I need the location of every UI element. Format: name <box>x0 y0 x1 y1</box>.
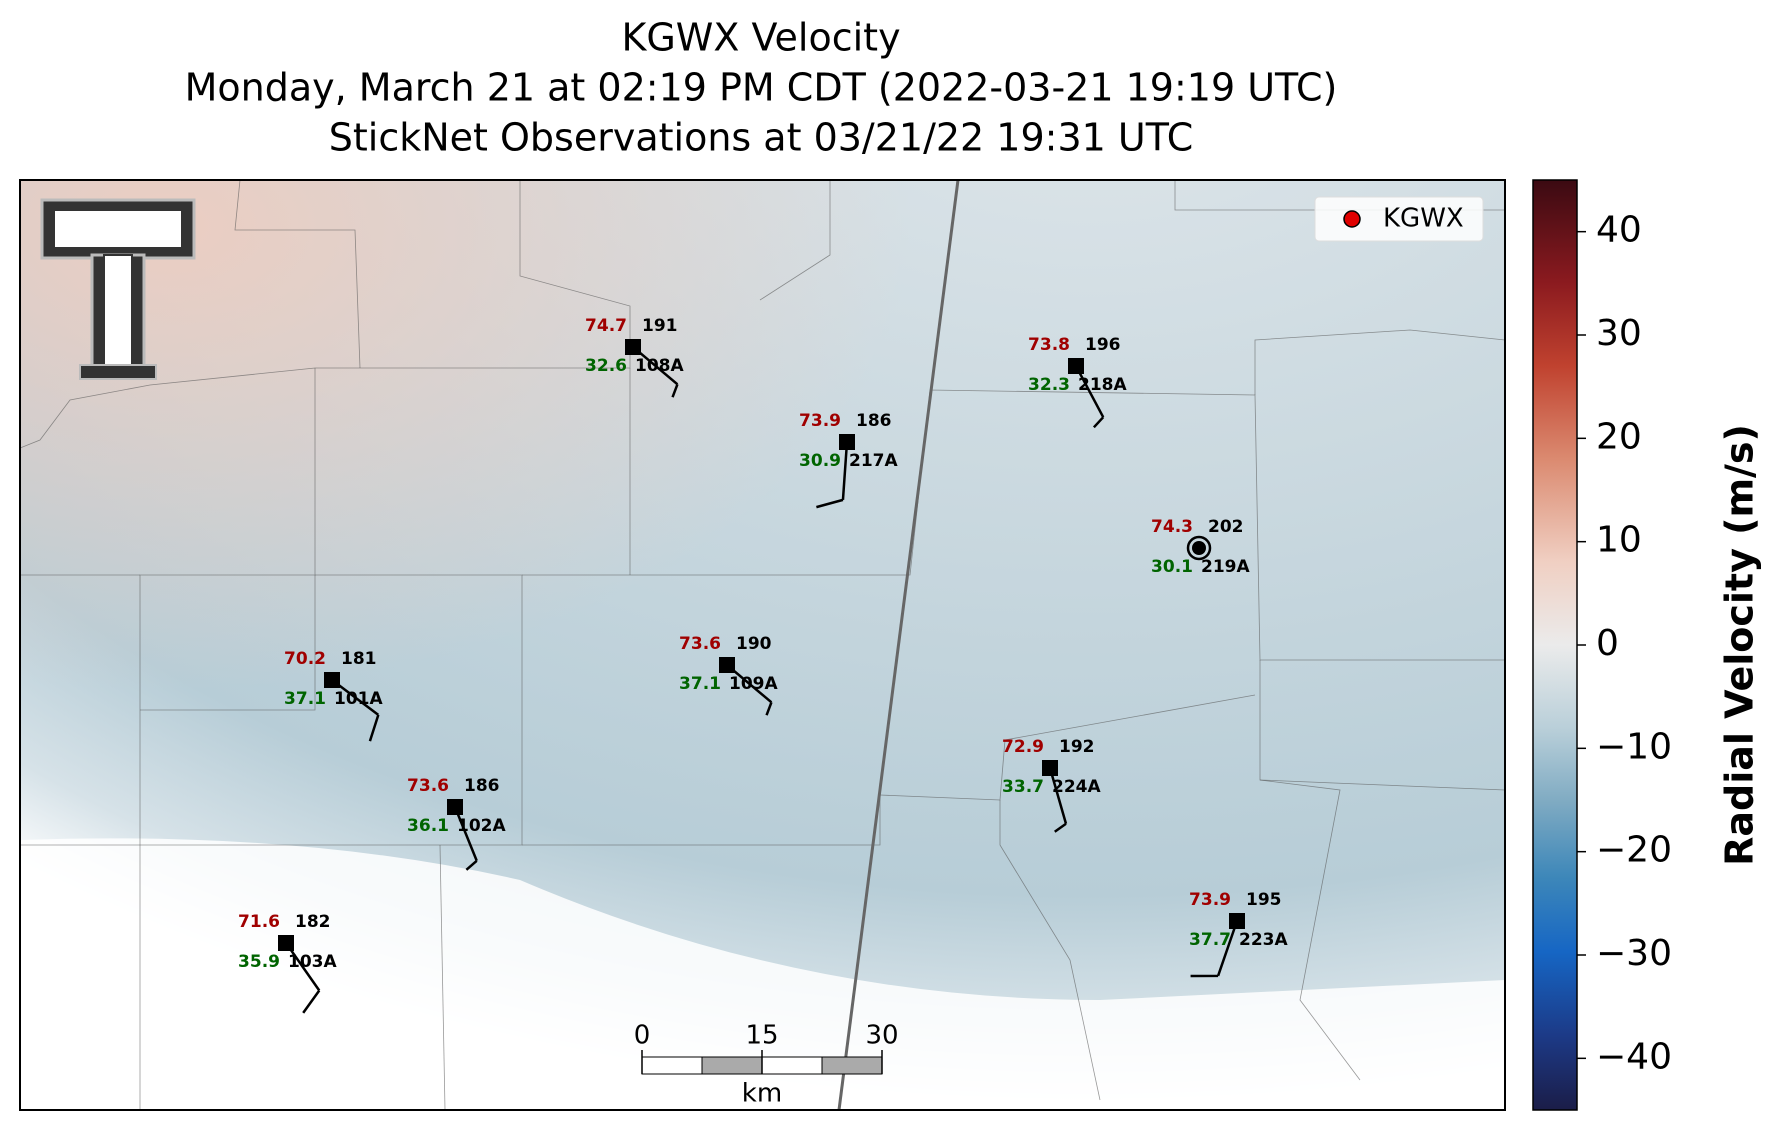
scale-segment <box>821 1056 883 1075</box>
temperature: 73.9 <box>799 411 841 431</box>
colorbar-tick-label: 30 <box>1596 313 1642 354</box>
colorbar-tick-label: −40 <box>1596 1036 1672 1077</box>
station: 73.6 190 37.1 109A <box>679 634 778 716</box>
station-marker <box>625 339 641 355</box>
station: 70.2 181 37.1 101A <box>284 649 383 742</box>
station: 71.6 182 35.9 103A <box>238 912 337 1014</box>
legend-marker <box>1343 210 1361 228</box>
dewpoint: 36.1 <box>407 816 449 836</box>
station-id: 224A <box>1052 777 1101 797</box>
station-marker <box>839 434 855 450</box>
station-marker <box>1229 913 1245 929</box>
temperature: 71.6 <box>238 912 280 932</box>
legend-label: KGWX <box>1383 204 1464 234</box>
county-lines <box>20 180 1505 1110</box>
colorbar <box>1532 179 1578 1111</box>
station-marker <box>1192 541 1206 555</box>
pressure: 182 <box>295 912 331 932</box>
no-data-area <box>20 838 1505 1110</box>
pressure: 181 <box>341 649 377 669</box>
colorbar-label: Radial Velocity (m/s) <box>1718 424 1762 866</box>
pressure: 192 <box>1059 737 1095 757</box>
station-id: 217A <box>849 451 898 471</box>
pressure: 196 <box>1085 335 1121 355</box>
dewpoint: 35.9 <box>238 952 280 972</box>
station-id: 223A <box>1239 930 1288 950</box>
scale-tick-label: 15 <box>745 1021 778 1051</box>
temperature: 72.9 <box>1002 737 1044 757</box>
dewpoint: 32.6 <box>585 356 627 376</box>
scale-segment <box>761 1056 823 1075</box>
colorbar-tick-label: 40 <box>1596 210 1642 251</box>
dewpoint: 37.7 <box>1189 930 1231 950</box>
colorbar-tick-label: −20 <box>1596 830 1672 871</box>
station: 73.9 195 37.7 223A <box>1189 890 1288 978</box>
station-marker <box>1068 358 1084 374</box>
colorbar-tick-label: −10 <box>1596 726 1672 767</box>
temperature: 74.3 <box>1151 517 1193 537</box>
calm-wind <box>1186 535 1212 561</box>
station: 73.9 186 30.9 217A <box>799 411 898 509</box>
station-marker <box>719 657 735 673</box>
dewpoint: 37.1 <box>284 689 326 709</box>
dewpoint: 32.3 <box>1028 375 1070 395</box>
pressure: 186 <box>856 411 892 431</box>
station-id: 102A <box>457 816 506 836</box>
station-id: 108A <box>635 356 684 376</box>
dewpoint: 30.9 <box>799 451 841 471</box>
dewpoint: 30.1 <box>1151 557 1193 577</box>
station-marker <box>1042 760 1058 776</box>
scale-unit: km <box>742 1079 782 1109</box>
radar-map <box>20 180 1505 1110</box>
station-id: 219A <box>1201 557 1250 577</box>
station-id: 109A <box>729 674 778 694</box>
station: 74.3 202 30.1 219A <box>1151 517 1250 577</box>
legend: KGWX <box>1314 196 1484 242</box>
range-line <box>837 180 960 1110</box>
dewpoint: 37.1 <box>679 674 721 694</box>
pressure: 186 <box>464 776 500 796</box>
station-id: 218A <box>1078 375 1127 395</box>
colorbar-tick-label: −30 <box>1596 933 1672 974</box>
colorbar-tick-label: 10 <box>1596 520 1642 561</box>
wind-barb <box>1190 920 1239 978</box>
station: 73.6 186 36.1 102A <box>407 776 506 871</box>
colorbar-tick-label: 0 <box>1596 623 1619 664</box>
temperature: 73.9 <box>1189 890 1231 910</box>
scale-tick-label: 0 <box>634 1021 651 1051</box>
wind-barb <box>453 806 478 871</box>
scale-segment <box>701 1056 763 1075</box>
station: 73.8 196 32.3 218A <box>1028 335 1127 429</box>
legend-box <box>1314 196 1484 242</box>
wind-barb <box>1048 767 1068 833</box>
station-marker <box>447 799 463 815</box>
pressure: 202 <box>1208 517 1244 537</box>
title-line: Monday, March 21 at 02:19 PM CDT (2022-0… <box>185 66 1338 110</box>
station: 74.7 191 32.6 108A <box>585 316 684 398</box>
wind-barb <box>1074 365 1105 429</box>
station: 72.9 192 33.7 224A <box>1002 737 1101 833</box>
logo <box>40 198 196 380</box>
temperature: 73.6 <box>679 634 721 654</box>
temperature: 70.2 <box>284 649 326 669</box>
title-line: StickNet Observations at 03/21/22 19:31 … <box>329 116 1193 160</box>
pressure: 195 <box>1246 890 1282 910</box>
map-frame <box>19 179 1506 1111</box>
scale-tick-label: 30 <box>865 1021 898 1051</box>
station-marker <box>324 672 340 688</box>
pressure: 190 <box>736 634 772 654</box>
temperature: 73.6 <box>407 776 449 796</box>
temperature: 73.8 <box>1028 335 1070 355</box>
station-id: 101A <box>334 689 383 709</box>
colorbar-tick-label: 20 <box>1596 416 1642 457</box>
station-marker <box>278 935 294 951</box>
scale-segment <box>641 1056 703 1075</box>
title-line: KGWX Velocity <box>621 16 900 60</box>
station-id: 103A <box>288 952 337 972</box>
pressure: 191 <box>642 316 678 336</box>
wind-barb <box>816 441 849 509</box>
dewpoint: 33.7 <box>1002 777 1044 797</box>
temperature: 74.7 <box>585 316 627 336</box>
